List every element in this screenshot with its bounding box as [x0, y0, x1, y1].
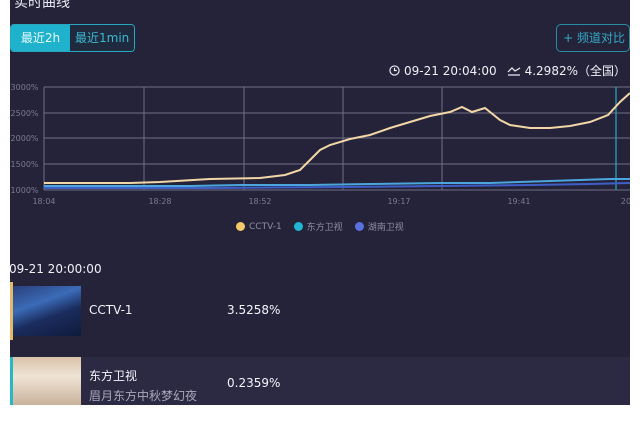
- svg-text:19:17: 19:17: [387, 197, 410, 206]
- channel-name: 东方卫视: [89, 369, 138, 383]
- channel-compare-button[interactable]: + 频道对比: [556, 24, 630, 52]
- channel-row-dongfang[interactable]: 东方卫视 眉月东方中秋梦幻夜 0.2359%: [10, 357, 630, 405]
- x-axis-labels: 18:04 18:28 18:52 19:17 19:41 20: [32, 197, 630, 206]
- svg-text:.3000%: .3000%: [10, 83, 39, 92]
- svg-text:18:52: 18:52: [248, 197, 271, 206]
- legend-item-cctv1[interactable]: CCTV-1: [236, 222, 282, 232]
- chart-grid: [43, 86, 630, 191]
- legend-dot-dongfang: [293, 222, 303, 231]
- program-name: 眉月东方中秋梦幻夜: [89, 389, 198, 403]
- series-cctv1: [44, 92, 630, 184]
- tab-last-1min[interactable]: 最近1min: [70, 25, 135, 51]
- legend-item-dongfang[interactable]: 东方卫视: [293, 220, 343, 233]
- channel-name: CCTV-1: [89, 303, 133, 317]
- tab-last-2h[interactable]: 最近2h: [11, 25, 70, 51]
- realtime-curve-panel: 实时曲线 最近2h 最近1min + 频道对比 09-21 20:04:00 4…: [10, 0, 630, 405]
- current-rating: 4.2982%（全国）: [524, 64, 626, 78]
- svg-text:18:04: 18:04: [32, 197, 55, 206]
- svg-text:.1500%: .1500%: [10, 160, 39, 169]
- snapshot-time: 09-21 20:00:00: [10, 262, 102, 276]
- channel-rating: 0.2359%: [227, 376, 281, 390]
- legend-dot-hunan: [354, 222, 364, 231]
- realtime-line-chart[interactable]: .3000% .2500% .2000% .1500% .1000% 18:04…: [10, 80, 630, 215]
- series-dongfang: [44, 178, 630, 187]
- trend-icon: [507, 66, 520, 76]
- row-accent-bar: [10, 357, 13, 405]
- current-time: 09-21 20:04:00: [404, 63, 497, 78]
- svg-text:18:28: 18:28: [148, 197, 171, 206]
- series-hunan: [44, 182, 630, 189]
- svg-text:.2000%: .2000%: [10, 134, 39, 143]
- chart-legend: CCTV-1 东方卫视 湖南卫视: [236, 220, 404, 233]
- panel-title: 实时曲线: [10, 0, 70, 12]
- svg-text:19:41: 19:41: [507, 197, 530, 206]
- row-accent-bar: [10, 282, 13, 340]
- panel-title-text: 实时曲线: [14, 0, 70, 11]
- range-segmented-control: 最近2h 最近1min: [10, 24, 136, 52]
- program-thumbnail: [13, 357, 81, 405]
- legend-dot-cctv1: [236, 222, 245, 231]
- svg-text:.2500%: .2500%: [10, 109, 39, 118]
- current-info: 09-21 20:04:00 4.2982%（全国）: [389, 62, 626, 79]
- clock-icon: [389, 65, 400, 76]
- svg-text:.1000%: .1000%: [10, 186, 39, 195]
- channel-row-cctv1[interactable]: CCTV-1 3.5258%: [10, 282, 630, 340]
- channel-rating: 3.5258%: [227, 303, 281, 317]
- svg-text:20: 20: [621, 197, 630, 206]
- program-thumbnail: [13, 286, 81, 336]
- legend-item-hunan[interactable]: 湖南卫视: [354, 220, 404, 233]
- y-axis-labels: .3000% .2500% .2000% .1500% .1000%: [10, 83, 39, 195]
